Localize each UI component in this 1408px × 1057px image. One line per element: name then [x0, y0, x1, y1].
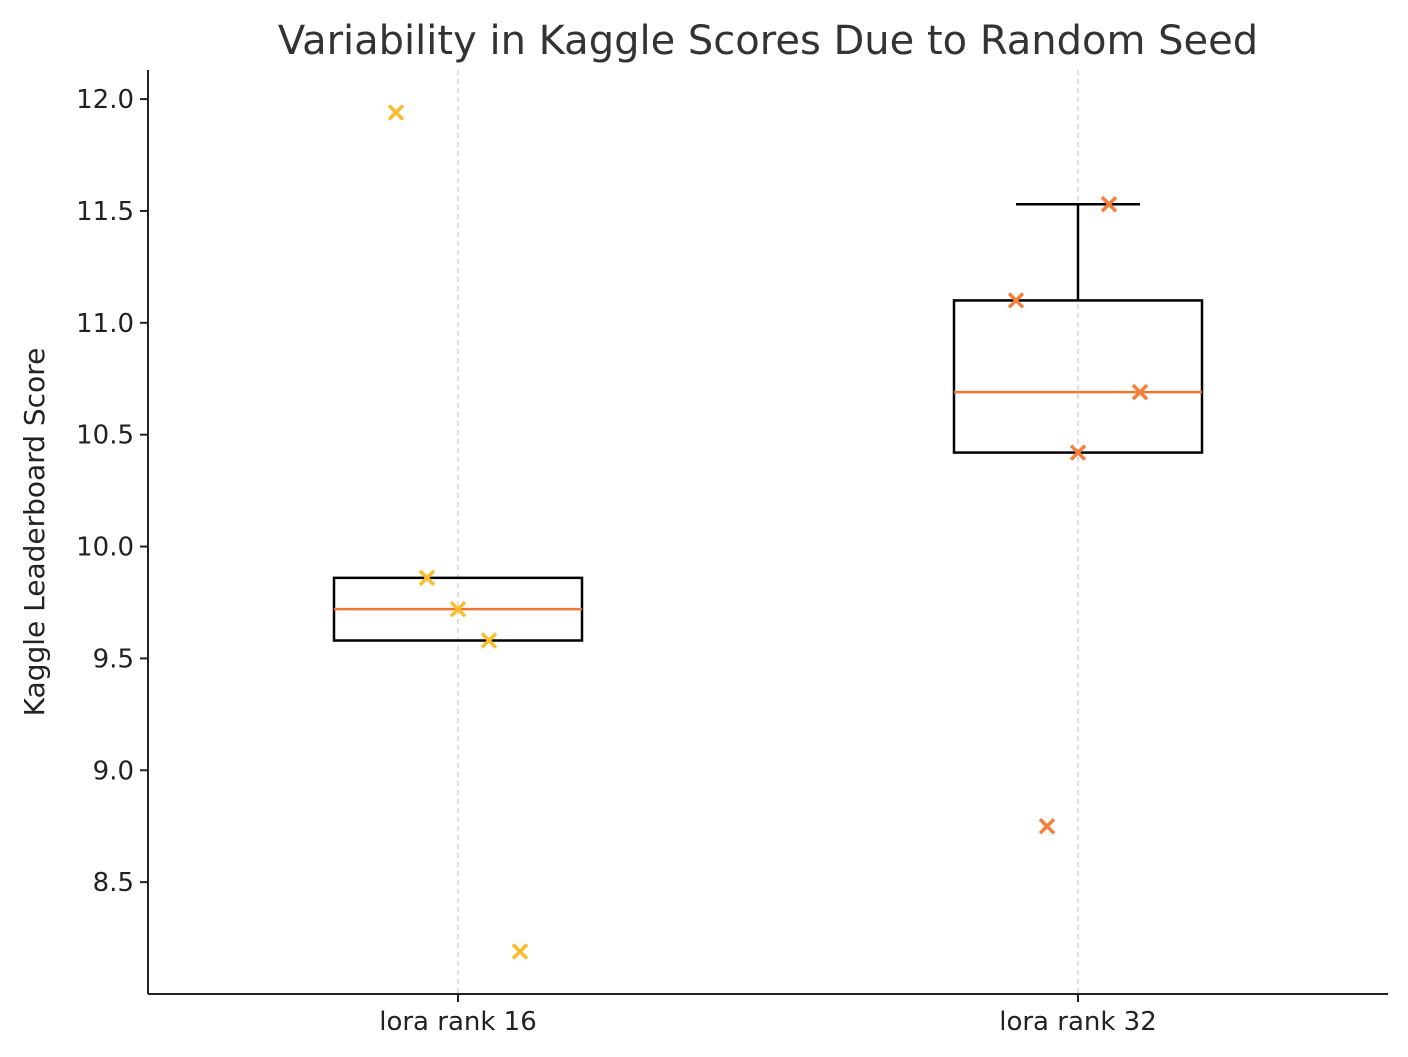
data-point-marker [1038, 817, 1056, 835]
y-tick-label: 11.0 [76, 309, 134, 339]
data-point-marker [387, 104, 405, 121]
y-axis-label: Kaggle Leaderboard Score [18, 348, 51, 717]
x-tick-label: lora rank 16 [379, 1007, 537, 1037]
chart-title: Variability in Kaggle Scores Due to Rand… [278, 18, 1258, 64]
data-point-marker [449, 600, 467, 618]
y-tick-label: 8.5 [93, 868, 134, 898]
y-tick-label: 12.0 [76, 85, 134, 115]
y-tick-label: 10.5 [76, 421, 134, 451]
data-point-marker [1131, 383, 1149, 401]
data-point-marker [418, 569, 436, 587]
y-tick-label: 11.5 [76, 197, 134, 227]
y-tick-label: 9.0 [93, 756, 134, 786]
data-point-marker [1069, 444, 1087, 461]
y-tick-label: 9.5 [93, 644, 134, 674]
data-point-marker [480, 632, 498, 649]
data-point-marker [511, 943, 529, 960]
data-point-marker [1100, 195, 1118, 213]
y-tick-label: 10.0 [76, 533, 134, 563]
data-point-marker [1007, 292, 1025, 309]
x-tick-label: lora rank 32 [999, 1007, 1157, 1037]
